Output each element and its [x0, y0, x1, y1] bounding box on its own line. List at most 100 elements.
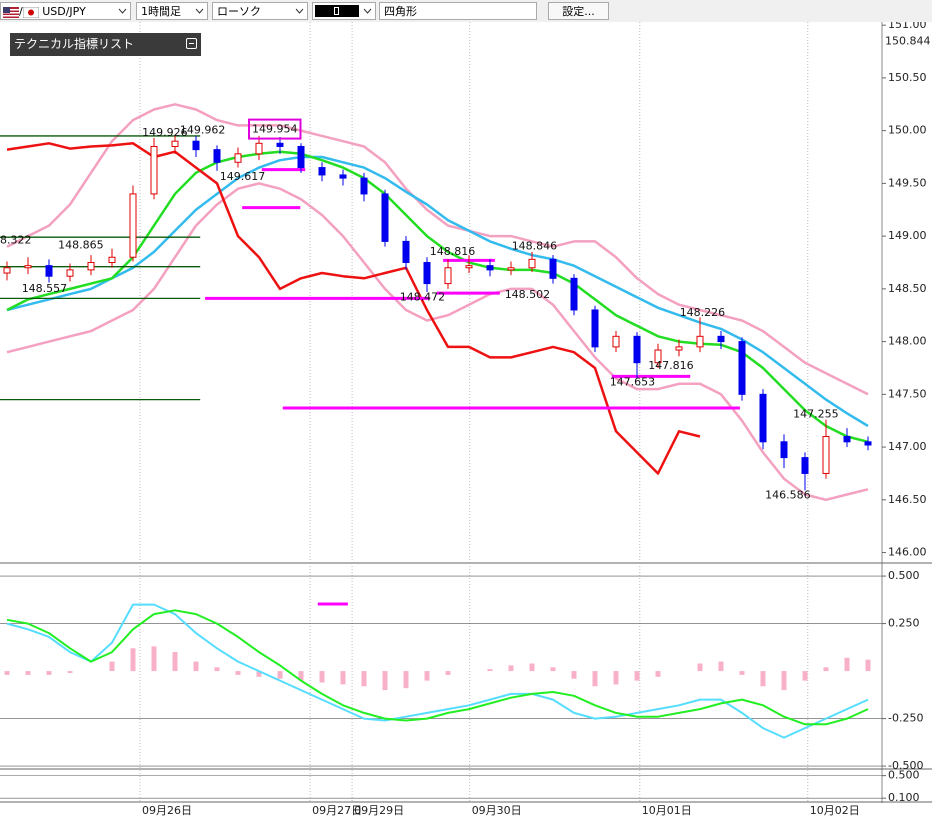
- histogram-bar: [508, 665, 514, 672]
- y-tick-label: 148.50: [888, 282, 927, 295]
- y-tick-label: 148.00: [888, 335, 927, 348]
- histogram-bar: [529, 663, 535, 672]
- tool-select[interactable]: 四角形: [379, 2, 537, 20]
- histogram-bar: [340, 671, 346, 685]
- candle-body: [801, 457, 809, 474]
- candle-body: [570, 277, 578, 311]
- color-swatch: [315, 5, 359, 17]
- price-annotation: 148.557: [22, 282, 67, 295]
- swatch-icon: [334, 7, 339, 15]
- candle-body: [381, 193, 389, 242]
- candle-body: [444, 267, 452, 285]
- y-tick-label: 151.00: [888, 22, 927, 31]
- histogram-bar: [844, 657, 850, 672]
- settings-button[interactable]: 設定...: [548, 2, 609, 20]
- timeframe-select[interactable]: 1時間足: [136, 2, 208, 20]
- candle-body: [45, 265, 53, 277]
- candle-body: [486, 265, 494, 271]
- histogram-bar: [550, 667, 556, 672]
- timeframe: 1時間足: [141, 5, 181, 18]
- style-select[interactable]: ローソク: [212, 2, 308, 20]
- candle-body: [780, 441, 788, 459]
- histogram-bar: [193, 661, 199, 672]
- histogram-bar: [214, 667, 220, 672]
- histogram-bar: [403, 671, 409, 689]
- price-annotation: 148.472: [400, 290, 446, 303]
- candle-body: [675, 346, 683, 351]
- candle-body: [129, 193, 137, 258]
- chart: 146.00 146.50 147.00 147.50 148.00 148.50 149.…: [0, 22, 932, 821]
- candle-body: [171, 140, 179, 147]
- color-select[interactable]: [312, 2, 376, 20]
- indicator-panel-title: テクニカル指標リスト: [14, 37, 135, 51]
- candle-body: [66, 269, 74, 277]
- y-tick-label: 0.250: [888, 617, 920, 630]
- candle-body: [276, 142, 284, 147]
- y-tick-label: 147.00: [888, 440, 927, 453]
- chart-style: ローソク: [217, 5, 261, 18]
- candle-body: [3, 267, 11, 274]
- candle-body: [465, 265, 473, 269]
- x-tick-label: 10月02日: [810, 804, 860, 817]
- histogram-bar: [802, 671, 808, 681]
- histogram-bar: [382, 671, 388, 691]
- histogram-bar: [445, 671, 451, 675]
- histogram-bar: [256, 671, 262, 677]
- separator: /: [19, 5, 23, 18]
- jp-flag: [22, 6, 40, 18]
- candle-body: [696, 335, 704, 348]
- symbol: USD/JPY: [42, 5, 86, 18]
- histogram-bar: [634, 671, 640, 681]
- y-tick-label: 149.50: [888, 176, 927, 189]
- dropdown-arrow: [363, 8, 372, 14]
- histogram-bar: [172, 652, 178, 672]
- x-tick-label: 09月27日: [312, 804, 362, 817]
- candle-body: [717, 335, 725, 343]
- histogram-bar: [277, 671, 283, 679]
- candle-body: [297, 145, 305, 169]
- y-tick-label: -0.500: [888, 759, 923, 772]
- annotation-box: [248, 118, 302, 140]
- price-annotation: 148.226: [680, 306, 726, 319]
- histogram-bar: [151, 646, 157, 672]
- histogram-bar: [109, 661, 115, 672]
- candle-body: [150, 145, 158, 195]
- price-annotation: 148.865: [58, 239, 104, 252]
- candle-body: [339, 174, 347, 179]
- y-tick-label: 150.50: [888, 71, 927, 84]
- panel-toggle[interactable]: [186, 38, 197, 49]
- histogram-bar: [697, 663, 703, 672]
- y-tick-label: 0.100: [888, 791, 920, 804]
- y-tick-label: 150.00: [888, 124, 927, 137]
- candle-body: [549, 258, 557, 279]
- candle-body: [213, 149, 221, 163]
- histogram-bar: [424, 671, 430, 681]
- price-annotation: 147.816: [648, 359, 694, 372]
- histogram-bar: [592, 671, 598, 687]
- candle-body: [507, 267, 515, 271]
- toolbar: / USD/JPY 1時間足 ローソク 四角形 設定...: [0, 0, 932, 22]
- price-annotation: 149.617: [220, 170, 265, 183]
- histogram-bar: [67, 671, 73, 673]
- indicator-line: [6, 182, 869, 502]
- y-tick-label: 146.00: [888, 546, 927, 559]
- histogram-bar: [319, 671, 325, 683]
- histogram-bar: [130, 648, 136, 672]
- x-tick-label: 09月29日: [354, 804, 404, 817]
- candle-body: [87, 261, 95, 271]
- candle-body: [864, 441, 872, 446]
- indicator-panel[interactable]: テクニカル指標リスト: [10, 33, 201, 56]
- candle-body: [318, 167, 326, 176]
- histogram-bar: [571, 671, 577, 679]
- x-tick-label: 09月26日: [142, 804, 192, 817]
- histogram-bar: [235, 671, 241, 675]
- histogram-bar: [823, 667, 829, 672]
- indicator-line: [6, 142, 701, 475]
- price-marker: 150.844: [885, 35, 931, 48]
- symbol-select[interactable]: / USD/JPY: [0, 2, 131, 20]
- histogram-bar: [613, 671, 619, 685]
- candle-body: [528, 258, 536, 269]
- candle-body: [654, 349, 662, 364]
- y-tick-label: 0.500: [888, 569, 920, 582]
